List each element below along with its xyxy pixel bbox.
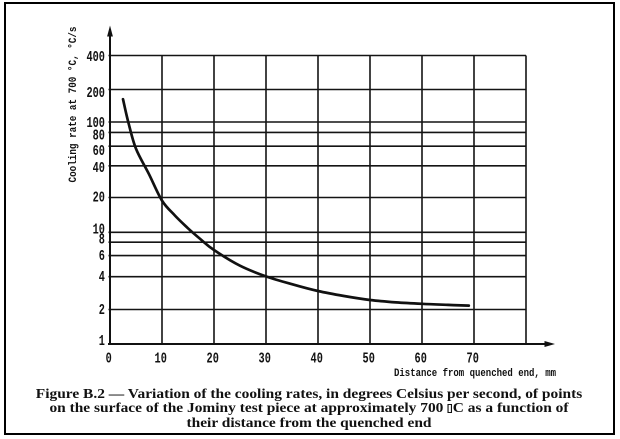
svg-text:50: 50 (363, 351, 375, 367)
svg-text:2: 2 (99, 303, 105, 319)
svg-text:20: 20 (93, 191, 105, 207)
svg-text:Cooling rate at 700 °C, °C/s: Cooling rate at 700 °C, °C/s (68, 27, 80, 183)
svg-text:4: 4 (99, 270, 105, 286)
svg-text:200: 200 (86, 86, 105, 102)
svg-text:20: 20 (207, 351, 219, 367)
svg-text:400: 400 (86, 50, 105, 66)
svg-text:100: 100 (86, 116, 105, 132)
svg-text:10: 10 (155, 351, 167, 367)
svg-text:6: 6 (99, 249, 105, 265)
svg-text:60: 60 (415, 351, 427, 367)
svg-text:0: 0 (106, 351, 112, 367)
svg-text:8: 8 (99, 232, 105, 248)
svg-text:10: 10 (93, 222, 105, 238)
svg-text:60: 60 (93, 144, 105, 160)
svg-text:Distance from quenched end, mm: Distance from quenched end, mm (394, 368, 556, 380)
svg-text:40: 40 (93, 161, 105, 177)
svg-text:40: 40 (311, 351, 323, 367)
svg-text:30: 30 (259, 351, 271, 367)
svg-text:70: 70 (467, 351, 479, 367)
svg-text:80: 80 (93, 128, 105, 144)
svg-text:1: 1 (99, 334, 105, 350)
